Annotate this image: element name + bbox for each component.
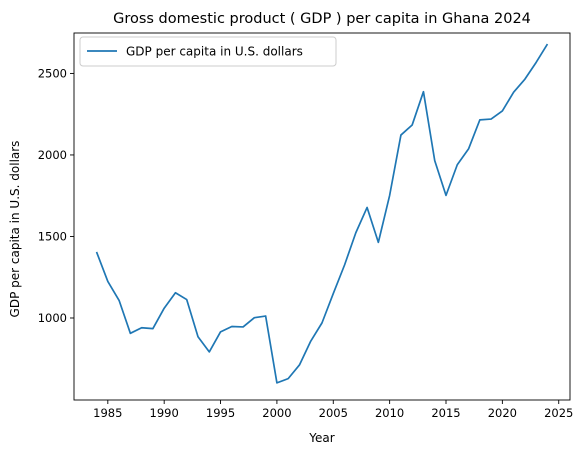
legend-label: GDP per capita in U.S. dollars	[126, 45, 303, 59]
plot-area: 1985 1990 1995 2000 2005 2010 2015 2020 2025 1000…	[38, 32, 573, 420]
y-tick-label: 1500	[38, 229, 67, 243]
x-tick-label: 1995	[206, 406, 235, 420]
x-tick-label: 2010	[375, 406, 404, 420]
x-tick-label: 2025	[544, 406, 573, 420]
y-axis-label: GDP per capita in U.S. dollars	[8, 141, 22, 318]
y-tick-label: 2500	[38, 66, 67, 80]
x-axis-label: Year	[308, 431, 334, 445]
chart-title: Gross domestic product ( GDP ) per capit…	[113, 11, 531, 27]
y-tick-label: 2000	[38, 148, 67, 162]
x-tick-label: 1985	[93, 406, 122, 420]
x-tick-label: 2020	[488, 406, 517, 420]
legend: GDP per capita in U.S. dollars	[79, 36, 337, 67]
x-tick-label: 2015	[431, 406, 460, 420]
legend-box	[79, 36, 337, 67]
axes-frame	[73, 32, 571, 401]
series-line	[95, 43, 549, 384]
x-tick-label: 2005	[319, 406, 348, 420]
y-tick-label: 1000	[38, 311, 67, 325]
x-tick-label: 2000	[262, 406, 291, 420]
x-tick-label: 1990	[150, 406, 179, 420]
